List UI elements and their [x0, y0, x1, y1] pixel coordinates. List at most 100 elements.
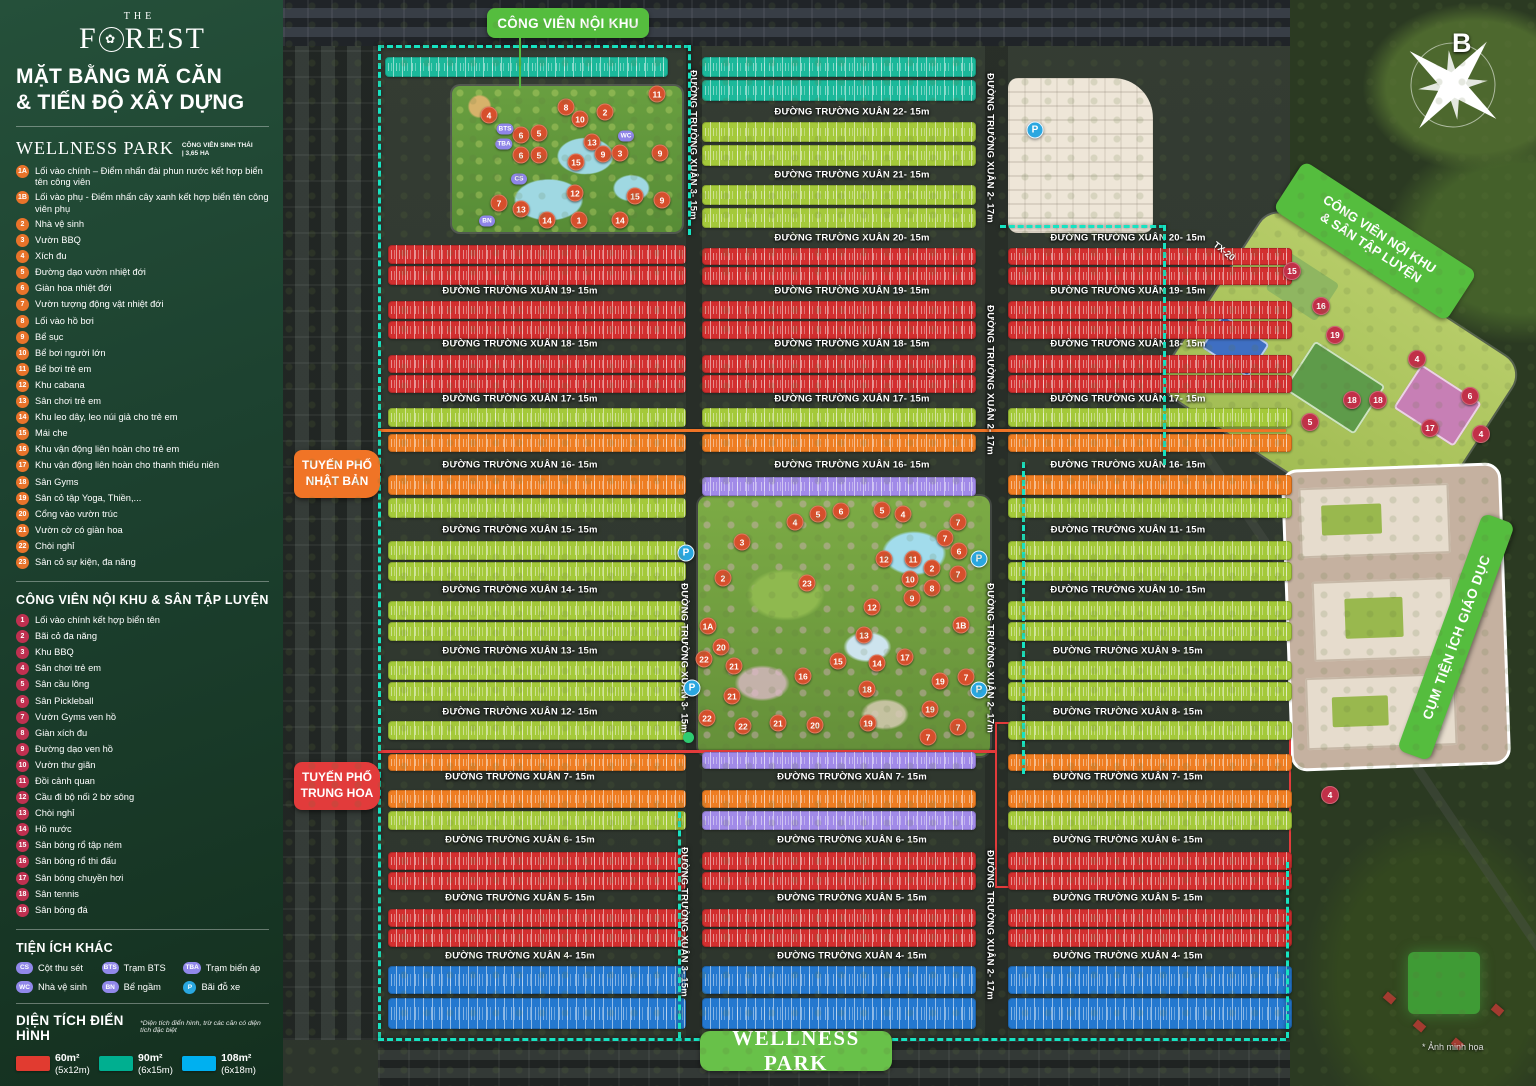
- housing-row[interactable]: [388, 622, 686, 641]
- sports-marker[interactable]: 18: [1343, 391, 1361, 409]
- park-marker[interactable]: 3: [733, 533, 751, 551]
- housing-row[interactable]: [388, 852, 686, 870]
- housing-row[interactable]: [388, 929, 686, 947]
- housing-row[interactable]: [388, 754, 686, 771]
- housing-row[interactable]: [1008, 355, 1292, 373]
- housing-row[interactable]: [702, 375, 976, 393]
- housing-row[interactable]: [388, 790, 686, 808]
- park-marker[interactable]: 13: [855, 626, 873, 644]
- sports-marker[interactable]: 4: [1408, 350, 1426, 368]
- housing-row[interactable]: [702, 321, 976, 339]
- housing-row[interactable]: [702, 872, 976, 890]
- park-marker[interactable]: 7: [949, 565, 967, 583]
- sports-marker[interactable]: 6: [1461, 387, 1479, 405]
- housing-row[interactable]: [702, 752, 976, 769]
- park-marker[interactable]: 22: [698, 709, 716, 727]
- housing-row[interactable]: [1008, 852, 1292, 870]
- housing-row[interactable]: [702, 355, 976, 373]
- housing-row[interactable]: [388, 434, 686, 452]
- housing-row[interactable]: [388, 998, 686, 1029]
- park-marker[interactable]: 19: [859, 714, 877, 732]
- housing-row[interactable]: [388, 562, 686, 581]
- park-marker[interactable]: 21: [769, 714, 787, 732]
- park-marker[interactable]: 4: [480, 106, 498, 124]
- park-marker[interactable]: 15: [567, 153, 585, 171]
- housing-row[interactable]: [1008, 682, 1292, 701]
- park-marker[interactable]: 6: [950, 542, 968, 560]
- housing-row[interactable]: [702, 267, 976, 285]
- parking-marker[interactable]: P: [1026, 121, 1044, 139]
- housing-row[interactable]: [702, 301, 976, 319]
- park-marker[interactable]: 2: [596, 103, 614, 121]
- sports-marker[interactable]: 4: [1472, 425, 1490, 443]
- park-marker[interactable]: 12: [875, 550, 893, 568]
- housing-row[interactable]: [1008, 929, 1292, 947]
- housing-row[interactable]: [1008, 267, 1292, 285]
- housing-row[interactable]: [1008, 475, 1292, 495]
- housing-row[interactable]: [702, 185, 976, 205]
- sports-marker[interactable]: 18: [1369, 391, 1387, 409]
- park-marker[interactable]: 4: [786, 513, 804, 531]
- housing-row[interactable]: [702, 790, 976, 808]
- housing-row[interactable]: [388, 541, 686, 560]
- housing-row[interactable]: [1008, 966, 1292, 994]
- housing-row[interactable]: [1008, 661, 1292, 680]
- housing-row[interactable]: [702, 434, 976, 452]
- park-marker[interactable]: 14: [538, 211, 556, 229]
- housing-row[interactable]: [388, 266, 686, 285]
- housing-row[interactable]: [1008, 811, 1292, 830]
- housing-row[interactable]: [1008, 622, 1292, 641]
- park-marker[interactable]: 9: [651, 144, 669, 162]
- park-marker[interactable]: 22: [734, 717, 752, 735]
- park-marker[interactable]: 3: [611, 144, 629, 162]
- park-marker[interactable]: 19: [931, 672, 949, 690]
- park-marker[interactable]: 15: [829, 652, 847, 670]
- housing-row[interactable]: [1008, 601, 1292, 620]
- park-marker[interactable]: 16: [794, 667, 812, 685]
- park-marker[interactable]: 2: [923, 559, 941, 577]
- park-marker[interactable]: 7: [949, 718, 967, 736]
- parking-marker[interactable]: P: [970, 550, 988, 568]
- housing-row[interactable]: [1008, 541, 1292, 560]
- park-marker[interactable]: 5: [530, 124, 548, 142]
- housing-row[interactable]: [702, 966, 976, 994]
- park-marker[interactable]: 6: [512, 126, 530, 144]
- park-marker[interactable]: 9: [594, 145, 612, 163]
- sports-marker[interactable]: 17: [1421, 419, 1439, 437]
- housing-row[interactable]: [1008, 754, 1292, 771]
- park-marker[interactable]: 11: [648, 85, 666, 103]
- housing-row[interactable]: [388, 661, 686, 680]
- housing-row[interactable]: [1008, 721, 1292, 740]
- sports-marker[interactable]: 16: [1312, 297, 1330, 315]
- park-marker[interactable]: 20: [712, 638, 730, 656]
- parking-marker[interactable]: P: [683, 679, 701, 697]
- park-marker[interactable]: 4: [894, 505, 912, 523]
- park-marker[interactable]: 7: [490, 194, 508, 212]
- park-marker[interactable]: 7: [919, 728, 937, 746]
- housing-row[interactable]: [1008, 408, 1292, 427]
- park-marker[interactable]: 13: [583, 133, 601, 151]
- park-marker[interactable]: 10: [901, 570, 919, 588]
- housing-row[interactable]: [388, 682, 686, 701]
- park-marker[interactable]: 10: [571, 110, 589, 128]
- park-marker[interactable]: 8: [923, 579, 941, 597]
- housing-row[interactable]: [702, 998, 976, 1029]
- housing-row[interactable]: [1008, 248, 1292, 265]
- park-marker[interactable]: 19: [921, 700, 939, 718]
- housing-row[interactable]: [702, 208, 976, 228]
- sports-marker[interactable]: 4: [1321, 786, 1339, 804]
- housing-row[interactable]: [388, 811, 686, 830]
- park-marker[interactable]: 6: [512, 146, 530, 164]
- parking-marker[interactable]: P: [677, 544, 695, 562]
- housing-row[interactable]: [388, 301, 686, 319]
- park-marker[interactable]: 1: [570, 211, 588, 229]
- park-marker[interactable]: 21: [725, 657, 743, 675]
- housing-row[interactable]: [702, 122, 976, 142]
- park-marker[interactable]: 17: [896, 648, 914, 666]
- housing-row[interactable]: [388, 601, 686, 620]
- housing-row[interactable]: [1008, 434, 1292, 452]
- sports-marker[interactable]: 19: [1326, 326, 1344, 344]
- housing-row[interactable]: [388, 721, 686, 740]
- housing-row[interactable]: [702, 80, 976, 101]
- park-marker[interactable]: 7: [936, 529, 954, 547]
